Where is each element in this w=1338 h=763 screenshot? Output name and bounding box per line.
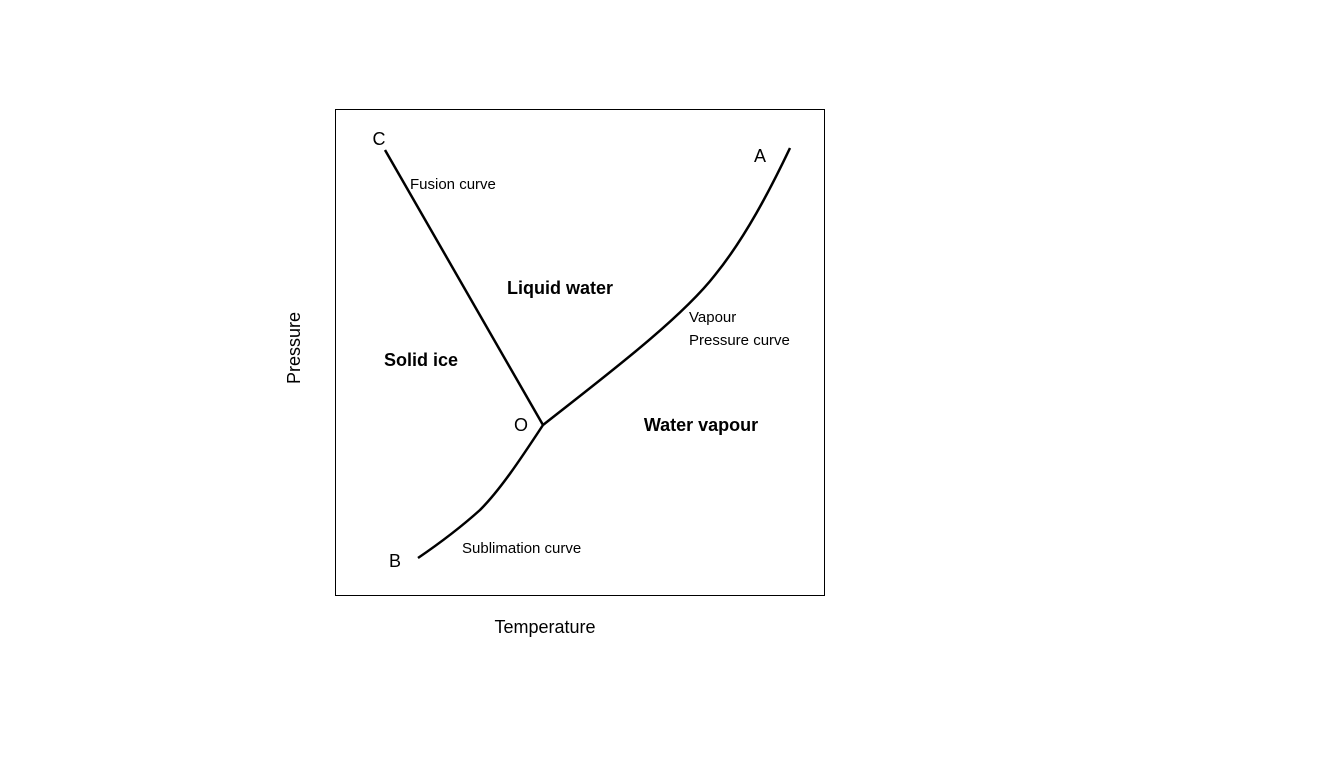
point-label: C bbox=[373, 129, 386, 149]
point-label: B bbox=[389, 551, 401, 571]
point-label: A bbox=[754, 146, 766, 166]
curve-label: Vapour bbox=[689, 309, 736, 326]
region-label: Solid ice bbox=[384, 350, 458, 370]
region-label: Liquid water bbox=[507, 278, 613, 298]
curve-label: Pressure curve bbox=[689, 332, 790, 349]
frame bbox=[335, 109, 825, 596]
curve-label: Sublimation curve bbox=[462, 540, 581, 557]
fusion-line bbox=[383, 149, 545, 426]
x-axis-label: Temperature bbox=[494, 617, 595, 637]
vapour-line bbox=[542, 147, 792, 426]
y-axis-label: Pressure bbox=[284, 312, 304, 384]
point-label: O bbox=[514, 415, 528, 435]
sublimation-line bbox=[417, 424, 545, 560]
region-label: Water vapour bbox=[644, 415, 758, 435]
curve-label: Fusion curve bbox=[410, 176, 496, 193]
